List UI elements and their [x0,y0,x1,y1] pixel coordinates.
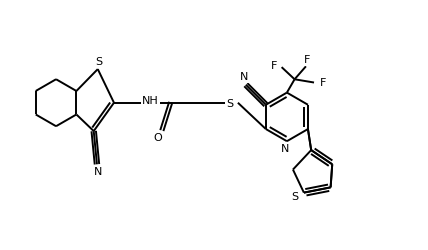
Text: S: S [95,57,102,67]
Text: F: F [304,55,311,65]
Text: N: N [281,144,289,154]
Text: N: N [94,166,102,176]
Text: F: F [320,78,326,88]
Text: F: F [271,61,277,71]
Text: N: N [240,72,248,82]
Text: O: O [153,133,162,143]
Text: NH: NH [142,96,158,106]
Text: S: S [226,98,233,108]
Text: S: S [291,192,299,202]
